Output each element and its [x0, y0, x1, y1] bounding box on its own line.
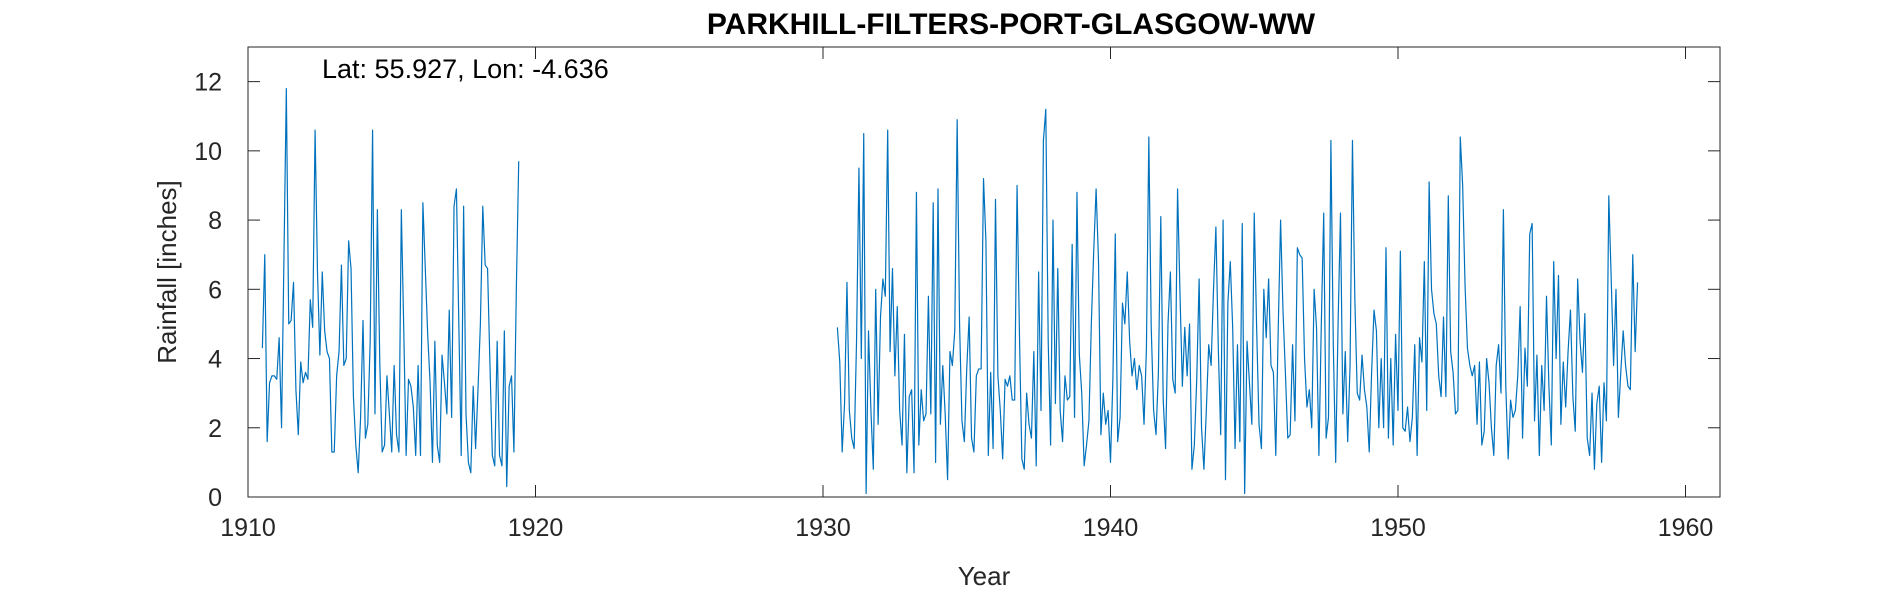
chart-title: PARKHILL-FILTERS-PORT-GLASGOW-WW	[707, 8, 1316, 41]
x-tick-label: 1940	[1083, 514, 1139, 542]
x-tick-label: 1950	[1370, 514, 1426, 542]
plot-area-frame	[247, 46, 1721, 498]
y-axis-label: Rainfall [inches]	[152, 180, 182, 364]
y-tick-label: 6	[208, 276, 222, 304]
y-tick-label: 4	[208, 346, 222, 374]
x-axis-label: Year	[958, 561, 1011, 591]
x-tick-label: 1930	[795, 514, 851, 542]
x-tick-label: 1910	[220, 514, 276, 542]
series-layer	[261, 87, 1639, 495]
rainfall-series-line-1	[261, 87, 520, 488]
location-annotation: Lat: 55.927, Lon: -4.636	[322, 54, 609, 84]
y-tick-label: 2	[208, 415, 222, 443]
axis-ticks: 1910 1920 1930 1940 1950 1960 0 2 4 6 8 10 12	[194, 47, 1720, 542]
rainfall-series-line-2	[836, 108, 1639, 495]
y-tick-label: 0	[208, 484, 222, 512]
x-tick-label: 1920	[508, 514, 564, 542]
y-tick-label: 10	[194, 138, 222, 166]
y-tick-label: 12	[194, 69, 222, 97]
y-tick-label: 8	[208, 207, 222, 235]
x-tick-label: 1960	[1658, 514, 1714, 542]
